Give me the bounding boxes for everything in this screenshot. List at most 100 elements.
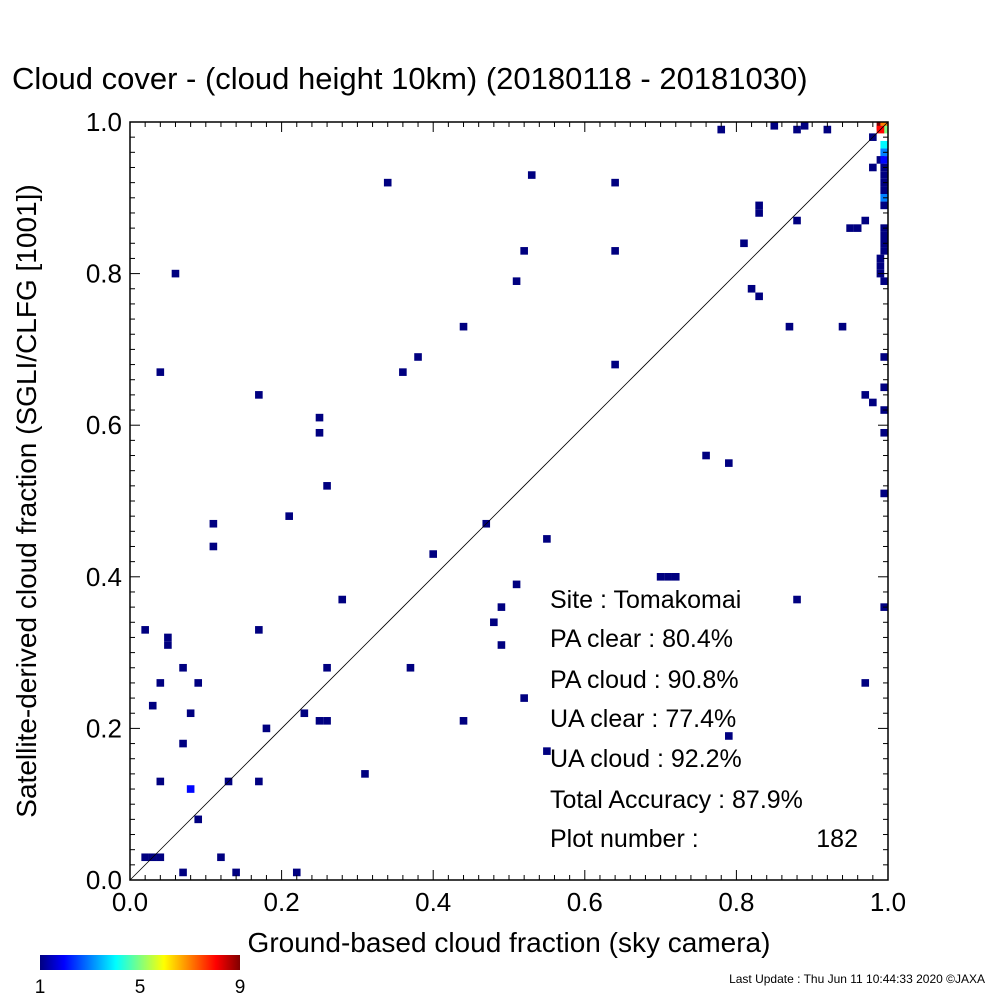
x-tick-label: 0.0	[112, 887, 148, 917]
heatmap-cell	[880, 231, 888, 240]
colorbar-ticks: 1 5 9	[35, 977, 246, 998]
heatmap-cell	[755, 201, 763, 210]
colorbar-tick-label: 5	[135, 977, 146, 998]
colorbar	[40, 955, 240, 970]
heatmap-cell	[880, 186, 888, 195]
heatmap-cell	[186, 709, 195, 718]
heatmap-cell	[414, 353, 422, 361]
heatmap-cell	[656, 573, 665, 581]
heatmap-cell	[255, 391, 263, 399]
y-tick-label: 0.6	[86, 410, 122, 440]
heatmap-cell	[876, 254, 885, 263]
heatmap-cell	[141, 853, 149, 862]
heatmap-cell	[141, 626, 149, 634]
heatmap-cell	[869, 163, 877, 172]
heatmap-cell	[406, 663, 415, 672]
heatmap-cell	[702, 451, 710, 460]
heatmap-cell	[194, 815, 203, 824]
heatmap-cell	[880, 140, 888, 149]
heatmap-cell	[217, 853, 225, 862]
heatmap-cell	[156, 368, 165, 376]
heatmap-cell	[664, 573, 672, 581]
heatmap-cell	[156, 853, 165, 862]
heatmap-cell	[876, 262, 885, 270]
heatmap-cell	[490, 618, 498, 627]
heatmap-cell	[459, 322, 468, 331]
heatmap-cell	[164, 641, 172, 649]
statistics-panel: Site : Tomakomai PA clear : 80.4% PA clo…	[550, 586, 858, 853]
heatmap-cell	[793, 125, 801, 134]
heatmap-cell	[285, 512, 293, 520]
heatmap-cells	[141, 122, 888, 877]
heatmap-cell	[543, 747, 551, 755]
y-tick-label: 0.4	[86, 562, 122, 592]
heatmap-cell	[838, 322, 847, 331]
stat-total-accuracy: Total Accuracy : 87.9%	[550, 786, 803, 814]
x-tick-label: 0.8	[718, 887, 754, 917]
y-tick-label: 0.8	[86, 259, 122, 289]
heatmap-cell	[793, 216, 801, 225]
heatmap-cell	[179, 663, 187, 672]
heatmap-cell	[262, 724, 271, 733]
heatmap-cell	[179, 739, 187, 748]
heatmap-cell	[361, 770, 369, 778]
stat-ua-clear: UA clear : 77.4%	[550, 705, 736, 733]
heatmap-cell	[671, 573, 680, 581]
heatmap-cell	[853, 224, 862, 232]
heatmap-cell	[740, 239, 748, 248]
heatmap-cell	[861, 391, 870, 399]
heatmap-cell	[399, 368, 407, 376]
heatmap-cell	[520, 247, 528, 255]
heatmap-cell	[300, 709, 309, 718]
heatmap-cell	[194, 679, 203, 687]
heatmap-cell	[232, 868, 240, 877]
heatmap-cell	[717, 125, 726, 134]
heatmap-cell	[512, 277, 521, 285]
x-tick-label: 0.2	[264, 887, 300, 917]
heatmap-cell	[880, 353, 888, 361]
heatmap-cell	[186, 785, 195, 793]
y-tick-label: 0.0	[86, 865, 122, 895]
heatmap-cell	[209, 519, 218, 528]
heatmap-cell	[315, 428, 324, 437]
heatmap-cell	[800, 122, 809, 130]
heatmap-cell	[520, 694, 528, 702]
heatmap-cell	[880, 383, 888, 392]
heatmap-cell	[755, 209, 763, 217]
heatmap-cell	[323, 717, 331, 725]
heatmap-cell	[880, 277, 888, 285]
heatmap-cell	[292, 868, 301, 877]
heatmap-cell	[880, 171, 888, 179]
heatmap-cell	[179, 868, 187, 877]
heatmap-cell	[156, 777, 165, 786]
heatmap-cell	[755, 292, 763, 301]
heatmap-cell	[611, 178, 619, 187]
heatmap-cell	[148, 701, 157, 710]
x-tick-label: 1.0	[870, 887, 906, 917]
colorbar-tick-label: 9	[235, 977, 246, 998]
heatmap-cell	[785, 322, 794, 331]
heatmap-cell	[846, 224, 854, 232]
y-axis-label: Satellite-derived cloud fraction (SGLI/C…	[11, 184, 42, 817]
y-tick-label: 0.2	[86, 713, 122, 743]
heatmap-cell	[880, 428, 888, 437]
stat-plot-number-label: Plot number :	[550, 825, 699, 853]
colorbar-tick-label: 1	[35, 977, 46, 998]
heatmap-cell	[459, 717, 468, 725]
heatmap-cell	[338, 595, 347, 604]
heatmap-cell	[747, 284, 756, 293]
heatmap-cell	[793, 595, 801, 604]
heatmap-cell	[543, 535, 551, 543]
heatmap-cell	[611, 360, 619, 369]
axis-ticks: 0.0 0.2 0.4 0.6 0.8 1.0 0.0 0.2 0.4 0.6 0.8 1.0	[86, 107, 906, 917]
heatmap-cell	[869, 398, 877, 407]
x-tick-label: 0.6	[567, 887, 603, 917]
heatmap-cell	[255, 626, 263, 634]
x-tick-label: 0.4	[415, 887, 451, 917]
stat-pa-cloud: PA cloud : 90.8%	[550, 666, 739, 694]
heatmap-cell	[164, 633, 172, 642]
heatmap-cell	[861, 679, 870, 687]
heatmap-cell	[880, 201, 888, 210]
stat-plot-number-value: 182	[816, 825, 858, 853]
